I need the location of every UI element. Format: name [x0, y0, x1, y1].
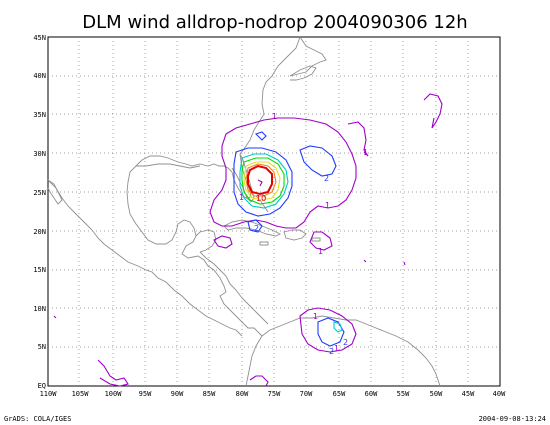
contour-label-1g: 1 [239, 193, 244, 202]
contour-label-1c: 1 [325, 201, 330, 210]
contour-1-near-cuba [213, 235, 233, 249]
central-america-coast [199, 251, 269, 325]
x-tick-label: 65W [333, 390, 346, 398]
contour-1-northeast [423, 93, 443, 129]
nova-scotia-coast [289, 65, 317, 81]
contour-label-1b: 1 [363, 148, 368, 157]
contour-1-west-coast [97, 359, 129, 387]
contours [53, 93, 443, 387]
y-tick-label: 25N [33, 189, 46, 197]
x-tick-label: 110W [40, 390, 58, 398]
contour-label-10: 10 [256, 194, 266, 203]
y-tick-label: 10N [33, 305, 46, 313]
canada-coast [289, 36, 327, 77]
x-tick-label: 55W [397, 390, 410, 398]
contour-label-1d: 1 [318, 247, 323, 256]
x-tick-label: 60W [365, 390, 378, 398]
stray-mark-1 [363, 259, 367, 263]
y-tick-label: 40N [33, 72, 46, 80]
x-tick-label: 75W [268, 390, 281, 398]
contour-2-east [299, 145, 337, 177]
y-tick-label: 20N [33, 228, 46, 236]
contour-1-south-america [299, 307, 357, 353]
gulf-coast [136, 163, 201, 169]
x-tick-label: 50W [430, 390, 443, 398]
footer-credit: GrADS: COLA/IGES [4, 415, 71, 423]
contour-labels: 1 1 1 1 2 2 2 2 1 1 1 10 [239, 112, 368, 356]
y-tick-label: 5N [38, 343, 46, 351]
contour-2-north [254, 131, 267, 141]
contour-label-2c: 2 [329, 347, 334, 356]
contour-1-lower [249, 375, 269, 387]
contour-2-south-a [247, 219, 263, 233]
x-tick-label: 105W [72, 390, 90, 398]
x-tick-label: 40W [493, 390, 506, 398]
puerto-rico-coast [311, 237, 321, 242]
south-america-west [245, 335, 263, 387]
south-america-coast [261, 315, 441, 387]
storm-center-marker [257, 179, 263, 187]
grid-lines [48, 37, 500, 386]
y-tick-label: 45N [33, 34, 46, 42]
yucatan-coast [195, 229, 217, 253]
map-title: DLM wind alldrop-nodrop 2004090306 12h [82, 12, 467, 33]
x-tick-label: 95W [139, 390, 152, 398]
x-tick-label: 70W [300, 390, 313, 398]
contour-cyan-sa [333, 321, 343, 333]
jamaica-coast [259, 241, 269, 246]
x-tick-label: 85W [203, 390, 216, 398]
contour-cyan [239, 153, 289, 209]
contour-red [247, 164, 273, 196]
baja-coast [47, 179, 63, 205]
contour-label-1a: 1 [272, 112, 277, 121]
contour-label-1e: 1 [313, 312, 318, 321]
cuba-coast [223, 219, 282, 237]
footer-timestamp: 2004-09-08-13:24 [479, 415, 546, 423]
y-axis-labels: EQ 5N 10N 15N 20N 25N 30N 35N 40N 45N [33, 34, 46, 390]
contour-1-south [309, 231, 333, 251]
contour-1-outer [209, 117, 357, 229]
coastlines [47, 36, 441, 387]
contour-label-2d: 2 [343, 338, 348, 347]
contour-1-east [347, 121, 369, 157]
mexico-west-coast [47, 179, 243, 337]
hispaniola-coast [283, 229, 307, 241]
x-tick-label: 80W [236, 390, 249, 398]
y-tick-label: 35N [33, 111, 46, 119]
contour-2-south-america [317, 317, 345, 347]
x-tick-label: 100W [105, 390, 123, 398]
x-tick-label: 45W [462, 390, 475, 398]
y-tick-label: 30N [33, 150, 46, 158]
contour-orange [245, 163, 277, 197]
stray-mark-3 [53, 315, 57, 319]
contour-label-1f: 1 [334, 344, 339, 353]
x-axis-labels: 110W 105W 100W 95W 90W 85W 80W 75W 70W 6… [40, 390, 507, 398]
x-tick-label: 90W [171, 390, 184, 398]
contour-label-2a: 2 [324, 174, 329, 183]
contour-label-2b: 2 [254, 224, 259, 233]
contour-2-center [233, 147, 293, 217]
stray-mark-2 [403, 261, 406, 266]
y-tick-label: EQ [38, 382, 46, 390]
contour-green [241, 157, 285, 205]
y-tick-label: 15N [33, 266, 46, 274]
contour-yellow [243, 161, 281, 201]
